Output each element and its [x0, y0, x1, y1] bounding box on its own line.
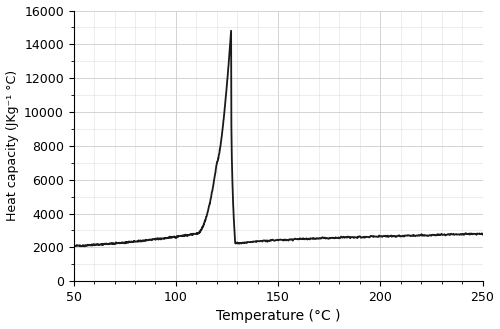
Y-axis label: Heat capacity (JKg⁻¹ °C): Heat capacity (JKg⁻¹ °C) [6, 70, 18, 221]
X-axis label: Temperature (°C ): Temperature (°C ) [216, 310, 340, 323]
